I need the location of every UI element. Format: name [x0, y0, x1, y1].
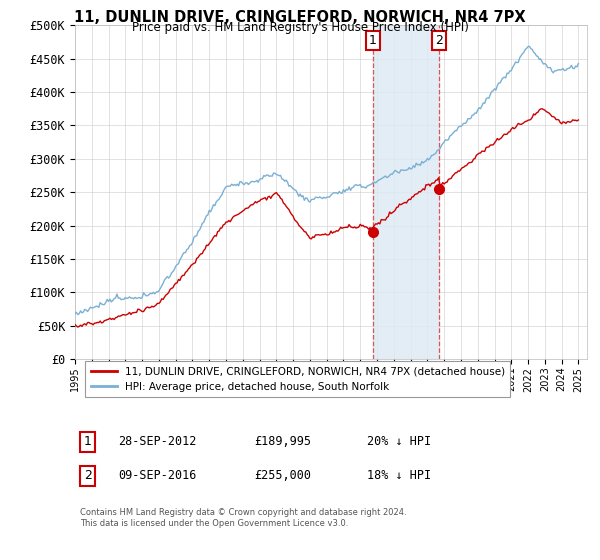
Text: Price paid vs. HM Land Registry's House Price Index (HPI): Price paid vs. HM Land Registry's House …: [131, 21, 469, 34]
Text: £189,995: £189,995: [254, 435, 311, 448]
Text: 1: 1: [84, 435, 92, 448]
Text: 11, DUNLIN DRIVE, CRINGLEFORD, NORWICH, NR4 7PX: 11, DUNLIN DRIVE, CRINGLEFORD, NORWICH, …: [74, 10, 526, 25]
Text: 09-SEP-2016: 09-SEP-2016: [119, 469, 197, 482]
Text: 18% ↓ HPI: 18% ↓ HPI: [367, 469, 431, 482]
Text: 28-SEP-2012: 28-SEP-2012: [119, 435, 197, 448]
Text: 2: 2: [435, 34, 443, 46]
Text: 20% ↓ HPI: 20% ↓ HPI: [367, 435, 431, 448]
Text: 2: 2: [84, 469, 92, 482]
Text: £255,000: £255,000: [254, 469, 311, 482]
Text: 1: 1: [369, 34, 377, 46]
Bar: [373, 25, 439, 359]
Text: Contains HM Land Registry data © Crown copyright and database right 2024.
This d: Contains HM Land Registry data © Crown c…: [80, 508, 407, 528]
Legend: 11, DUNLIN DRIVE, CRINGLEFORD, NORWICH, NR4 7PX (detached house), HPI: Average p: 11, DUNLIN DRIVE, CRINGLEFORD, NORWICH, …: [85, 361, 510, 397]
